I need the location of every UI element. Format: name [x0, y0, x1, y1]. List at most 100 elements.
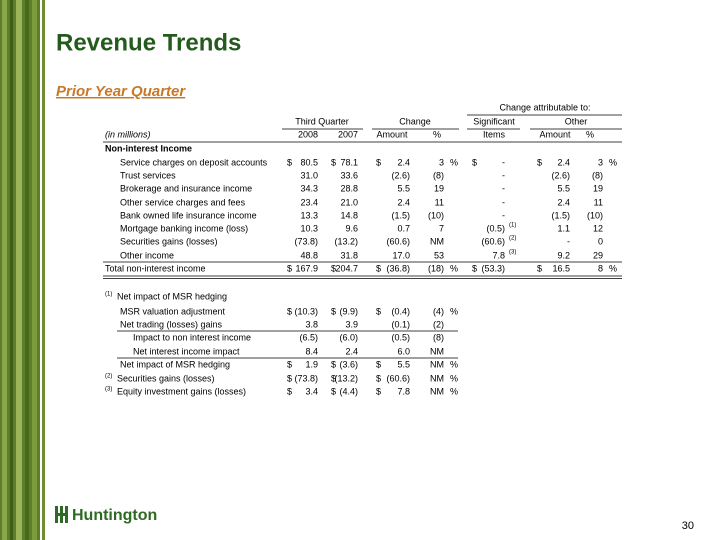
cell-value: 12: [593, 223, 603, 233]
currency: $: [537, 263, 542, 273]
cell-value: 9.6: [345, 223, 358, 233]
row-label: Equity investment gains (losses): [117, 386, 246, 396]
subtitle: Prior Year Quarter: [56, 83, 186, 100]
rules: [103, 114, 622, 359]
currency: $: [331, 306, 336, 316]
currency: $: [472, 263, 477, 273]
currency: $: [376, 306, 381, 316]
title: Revenue Trends: [56, 29, 241, 56]
row-label: Securities gains (losses): [117, 373, 215, 383]
cell-value: -: [502, 197, 505, 207]
currency: $: [287, 359, 292, 369]
cell-value: 28.8: [340, 183, 358, 193]
cell-value: 2.4: [397, 157, 410, 167]
cell-value: 8.4: [305, 346, 318, 356]
cell-value: NM: [430, 373, 444, 383]
cell-value: 31.0: [300, 170, 318, 180]
cell-value: 53: [434, 250, 444, 260]
cell-value: 9.2: [557, 250, 570, 260]
row-label: Trust services: [120, 170, 176, 180]
cell-value: 23.4: [300, 197, 318, 207]
currency: $: [331, 157, 336, 167]
cell-value: 3.4: [305, 386, 318, 396]
cell-value: (2.6): [551, 170, 570, 180]
row-label: Net interest income impact: [133, 346, 240, 356]
cell-value: 5.5: [397, 359, 410, 369]
cell-value: (73.8): [294, 236, 318, 246]
cell-value: 5.5: [557, 183, 570, 193]
unit: %: [609, 263, 617, 273]
currency: $: [376, 359, 381, 369]
cell-value: 11: [594, 197, 603, 207]
column-header: Items: [483, 129, 506, 139]
cell-value: (0.1): [391, 319, 410, 329]
row-label: Service charges on deposit accounts: [120, 157, 268, 167]
cell-value: (8): [433, 170, 444, 180]
footnote-marker: (3): [105, 387, 112, 393]
column-header: Amount: [376, 129, 408, 139]
cell-value: (73.8): [294, 373, 318, 383]
row-label: Brokerage and insurance income: [120, 183, 252, 193]
cell-value: 21.0: [340, 197, 358, 207]
footnote-marker: (1): [105, 292, 112, 298]
cell-value: (10): [587, 210, 603, 220]
column-header: %: [433, 129, 441, 139]
cell-value: -: [502, 210, 505, 220]
currency: $: [331, 359, 336, 369]
group-header: Change attributable to:: [499, 102, 590, 112]
currency: $: [287, 157, 292, 167]
cell-value: 3.8: [305, 319, 318, 329]
unit: %: [450, 157, 458, 167]
cell-value: 11: [435, 197, 444, 207]
cell-value: (10): [428, 210, 444, 220]
column-header: 2007: [338, 129, 358, 139]
column-group: Third Quarter: [295, 116, 349, 126]
logo: Huntington: [55, 506, 157, 524]
unit: %: [450, 373, 458, 383]
cell-value: (1.5): [391, 210, 410, 220]
cell-value: NM: [430, 236, 444, 246]
currency: $: [376, 157, 381, 167]
footnote-marker: (1): [509, 223, 516, 229]
cell-value: 2.4: [557, 157, 570, 167]
row-label: Total non-interest income: [105, 263, 206, 273]
unit: %: [450, 263, 458, 273]
cell-value: 1.9: [305, 359, 318, 369]
cell-value: (13.2): [334, 236, 358, 246]
row-label: Net trading (losses) gains: [120, 319, 223, 329]
cell-value: (0.4): [391, 306, 410, 316]
currency: $: [331, 386, 336, 396]
cell-value: 0.7: [397, 223, 410, 233]
column-group: Other: [565, 116, 588, 126]
currency: $: [376, 373, 381, 383]
cell-value: -: [502, 157, 505, 167]
footnote-marker: (2): [105, 374, 112, 380]
currency: $: [287, 263, 292, 273]
currency: $: [376, 386, 381, 396]
cell-value: 167.9: [295, 263, 318, 273]
row-label: Net impact of MSR hedging: [117, 291, 227, 301]
cell-value: 3: [598, 157, 603, 167]
cell-value: 10.3: [300, 223, 318, 233]
cell-value: 16.5: [552, 263, 570, 273]
currency: $: [537, 157, 542, 167]
column-group: Change: [399, 116, 431, 126]
cell-value: 7: [439, 223, 444, 233]
row-label: Non-interest Income: [105, 143, 192, 153]
cell-value: 19: [434, 183, 444, 193]
row-label: Bank owned life insurance income: [120, 210, 257, 220]
cell-value: (2): [433, 319, 444, 329]
cell-value: (36.8): [386, 263, 410, 273]
column-header: (in millions): [105, 129, 151, 139]
cell-value: (8): [433, 332, 444, 342]
cell-value: 48.8: [300, 250, 318, 260]
row-label: Mortgage banking income (loss): [120, 223, 248, 233]
cell-value: (6.5): [299, 332, 318, 342]
cell-value: -: [502, 183, 505, 193]
unit: %: [609, 157, 617, 167]
cell-value: 31.8: [340, 250, 358, 260]
cell-value: 5.5: [397, 183, 410, 193]
row-label: MSR valuation adjustment: [120, 306, 226, 316]
cell-value: 29: [593, 250, 603, 260]
cell-value: 3: [439, 157, 444, 167]
